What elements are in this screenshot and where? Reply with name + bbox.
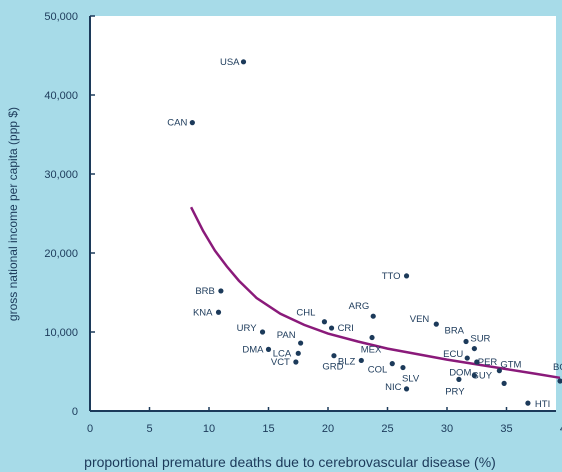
point-grd [331, 353, 336, 358]
x-tick-label: 30 [441, 423, 453, 435]
point-label-bra: BRA [444, 325, 464, 336]
point-label-mex: MEX [361, 345, 382, 356]
point-label-tto: TTO [382, 271, 401, 282]
point-label-guy: GUY [472, 370, 493, 381]
point-label-ven: VEN [410, 314, 430, 325]
y-tick-label: 50,000 [44, 11, 78, 23]
point-label-vct: VCT [271, 357, 290, 368]
point-blz [359, 358, 364, 363]
y-axis-title: gross national income per capita (ppp $) [6, 107, 20, 321]
point-chl [322, 319, 327, 324]
point-label-can: CAN [167, 118, 187, 129]
point-brb [218, 288, 223, 293]
point-vct [293, 359, 298, 364]
point-label-col: COL [368, 365, 388, 376]
point-label-per: PER [478, 357, 498, 368]
point-label-bol: BOL [553, 362, 562, 373]
point-label-usa: USA [220, 57, 240, 68]
point-label-pry: PRY [445, 386, 465, 397]
point-usa [241, 59, 246, 64]
point-guy [502, 381, 507, 386]
point-nic [404, 386, 409, 391]
point-ven [434, 322, 439, 327]
x-tick-label: 20 [322, 423, 334, 435]
point-dma [266, 347, 271, 352]
point-arg [371, 314, 376, 319]
point-label-dom: DOM [449, 367, 471, 378]
point-slv [400, 365, 405, 370]
y-tick-label: 40,000 [44, 90, 78, 102]
y-tick-label: 0 [72, 406, 78, 418]
x-tick-label: 25 [381, 423, 393, 435]
point-bra [463, 339, 468, 344]
point-label-nic: NIC [385, 382, 402, 393]
point-pan [298, 340, 303, 345]
point-col [390, 361, 395, 366]
plot-area [90, 16, 556, 411]
point-cri [329, 325, 334, 330]
x-axis-title: proportional premature deaths due to cer… [84, 454, 496, 470]
point-label-slv: SLV [402, 374, 420, 385]
point-label-blz: BLZ [338, 356, 356, 367]
point-can [190, 120, 195, 125]
y-tick-label: 30,000 [44, 169, 78, 181]
x-tick-label: 0 [87, 423, 93, 435]
point-pry [456, 377, 461, 382]
point-label-sur: SUR [470, 334, 490, 345]
point-sur [472, 346, 477, 351]
x-tick-label: 5 [146, 423, 152, 435]
point-lca [296, 351, 301, 356]
point-label-ury: URY [237, 323, 258, 334]
point-mex [369, 335, 374, 340]
point-kna [216, 310, 221, 315]
x-tick-label: 15 [262, 423, 274, 435]
point-label-kna: KNA [193, 307, 213, 318]
point-label-arg: ARG [349, 301, 370, 312]
point-label-pan: PAN [277, 330, 296, 341]
point-ury [260, 329, 265, 334]
point-label-cri: CRI [338, 323, 354, 334]
point-label-ecu: ECU [443, 349, 463, 360]
point-ecu [465, 355, 470, 360]
point-bol [557, 378, 562, 383]
x-tick-label: 10 [203, 423, 215, 435]
y-tick-label: 10,000 [44, 327, 78, 339]
point-label-hti: HTI [535, 399, 550, 410]
point-label-gtm: GTM [500, 360, 521, 371]
y-tick-label: 20,000 [44, 248, 78, 260]
point-hti [525, 401, 530, 406]
point-tto [404, 273, 409, 278]
point-label-brb: BRB [195, 286, 215, 297]
point-label-chl: CHL [296, 308, 315, 319]
point-label-dma: DMA [242, 344, 264, 355]
x-tick-label: 35 [500, 423, 512, 435]
